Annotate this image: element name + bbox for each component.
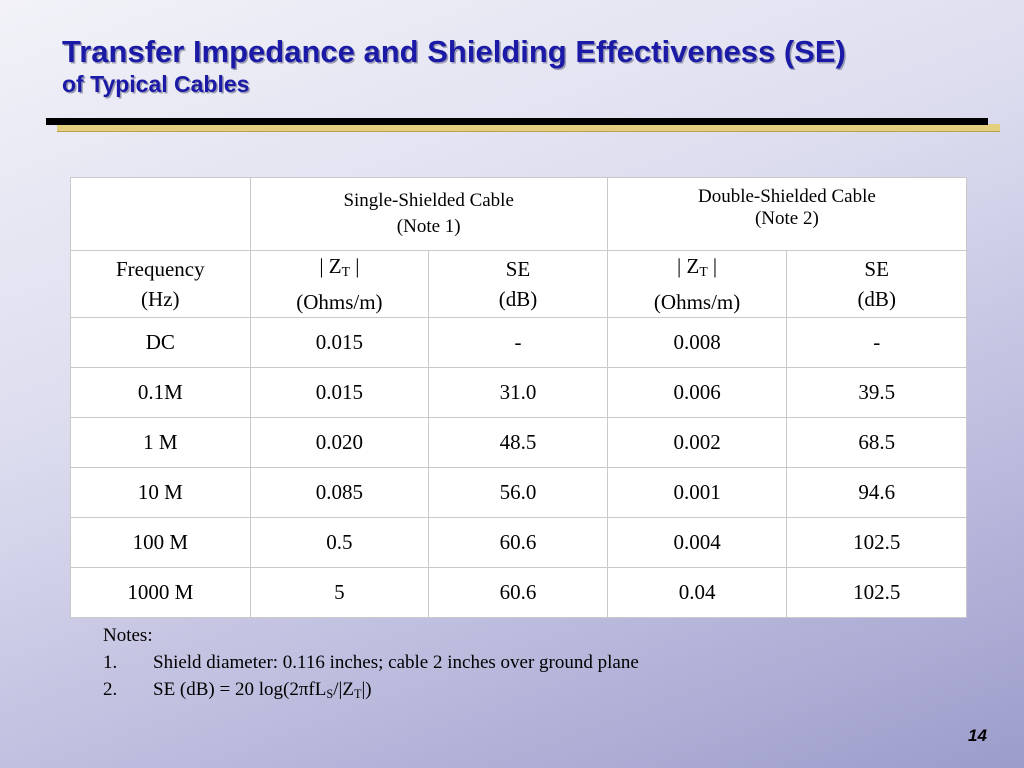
frequency-header-unit: (Hz) (141, 287, 180, 311)
zt-single-cell: 0.085 (249, 467, 430, 518)
se-single-header-label: SE (505, 257, 531, 281)
page-number: 14 (968, 726, 987, 745)
zt-single-cell: 0.020 (249, 417, 430, 468)
se-single-cell: 56.0 (428, 467, 608, 518)
double-shielded-header: Double-Shielded Cable (Note 2) (606, 177, 968, 251)
zt-double-cell: 0.04 (606, 567, 788, 618)
single-shielded-note: (Note 1) (396, 216, 461, 237)
frequency-cell: 1 M (70, 417, 251, 468)
se-double-header: SE (dB) (786, 250, 967, 318)
zt-double-cell: 0.001 (606, 467, 788, 518)
frequency-cell: 0.1M (70, 367, 251, 418)
se-single-cell: 48.5 (428, 417, 608, 468)
se-double-cell: 39.5 (786, 367, 967, 418)
zt-prefix: | Z (319, 254, 342, 278)
note-item-2: 2. SE (dB) = 20 log(2πfLS/|ZT|) (103, 676, 639, 708)
frequency-header-label: Frequency (115, 257, 205, 281)
formula-part: SE (dB) = 20 log(2πfL (153, 679, 327, 700)
table-group-header-row: Single-Shielded Cable (Note 1) Double-Sh… (70, 177, 968, 251)
zt-double-header-label: | ZT | (608, 251, 787, 287)
slide-title: Transfer Impedance and Shielding Effecti… (62, 34, 846, 98)
table-row: 0.1M 0.015 31.0 0.006 39.5 (70, 367, 967, 418)
zt-suffix: | (707, 254, 718, 278)
table-row: 1000 M 5 60.6 0.04 102.5 (70, 567, 967, 618)
table-row: 10 M 0.085 56.0 0.001 94.6 (70, 467, 967, 518)
zt-double-cell: 0.006 (606, 367, 788, 418)
cable-data-table: Single-Shielded Cable (Note 1) Double-Sh… (70, 177, 968, 618)
frequency-cell: DC (70, 317, 251, 368)
zt-subscript: T (699, 264, 708, 279)
note-number: 2. (103, 679, 118, 700)
se-double-cell: - (786, 317, 967, 368)
zt-double-header-unit: (Ohms/m) (653, 290, 741, 314)
single-shielded-label: Single-Shielded Cable (343, 190, 514, 211)
zt-single-header: | ZT | (Ohms/m) (249, 250, 430, 318)
title-line-1: Transfer Impedance and Shielding Effecti… (62, 34, 846, 69)
zt-single-header-unit: (Ohms/m) (296, 290, 383, 314)
se-double-cell: 94.6 (786, 467, 967, 518)
note-formula: SE (dB) = 20 log(2πfLS/|ZT|) (153, 679, 372, 701)
double-shielded-label: Double-Shielded Cable (697, 186, 876, 207)
zt-double-header: | ZT | (Ohms/m) (606, 250, 788, 318)
frequency-header: Frequency (Hz) (70, 250, 251, 318)
se-single-header-unit: (dB) (498, 287, 538, 311)
note-text: Shield diameter: 0.116 inches; cable 2 i… (153, 652, 639, 673)
notes-heading: Notes: (103, 625, 153, 646)
title-line-2: of Typical Cables (62, 71, 250, 97)
formula-subscript: T (353, 687, 362, 701)
frequency-cell: 10 M (70, 467, 251, 518)
frequency-cell: 100 M (70, 517, 251, 568)
title-rule (46, 118, 988, 125)
zt-subscript: T (341, 264, 350, 279)
se-double-cell: 102.5 (786, 517, 967, 568)
table-column-header-row: Frequency (Hz) | ZT | (Ohms/m) SE (dB) |… (70, 250, 967, 318)
double-shielded-note: (Note 2) (754, 208, 819, 229)
formula-part: /|Z (333, 679, 354, 700)
table-row: DC 0.015 - 0.008 - (70, 317, 967, 368)
empty-corner-cell (70, 177, 251, 251)
frequency-cell: 1000 M (70, 567, 251, 618)
se-double-cell: 102.5 (786, 567, 967, 618)
zt-double-cell: 0.002 (606, 417, 788, 468)
zt-single-cell: 0.015 (249, 317, 430, 368)
formula-part: |) (361, 679, 372, 700)
zt-double-cell: 0.004 (606, 517, 788, 568)
title-rule-accent (57, 124, 1000, 132)
single-shielded-header: Single-Shielded Cable (Note 1) (249, 177, 608, 251)
zt-single-header-label: | ZT | (251, 251, 429, 287)
zt-single-cell: 0.015 (249, 367, 430, 418)
note-number: 1. (103, 652, 118, 673)
se-single-cell: 60.6 (428, 567, 608, 618)
table-row: 1 M 0.020 48.5 0.002 68.5 (70, 417, 967, 468)
zt-double-cell: 0.008 (606, 317, 788, 368)
se-double-header-label: SE (864, 257, 889, 281)
zt-suffix: | (349, 254, 360, 278)
se-single-cell: - (428, 317, 608, 368)
notes-section: Notes: 1. Shield diameter: 0.116 inches; … (103, 622, 639, 708)
table-row: 100 M 0.5 60.6 0.004 102.5 (70, 517, 967, 568)
se-single-header: SE (dB) (428, 250, 608, 318)
zt-prefix: | Z (677, 254, 700, 278)
zt-single-cell: 5 (249, 567, 430, 618)
formula-subscript: S (326, 687, 334, 701)
se-single-cell: 31.0 (428, 367, 608, 418)
se-double-cell: 68.5 (786, 417, 967, 468)
zt-single-cell: 0.5 (249, 517, 430, 568)
se-double-header-unit: (dB) (857, 287, 896, 311)
se-single-cell: 60.6 (428, 517, 608, 568)
note-item-1: 1. Shield diameter: 0.116 inches; cable 2… (103, 649, 639, 676)
